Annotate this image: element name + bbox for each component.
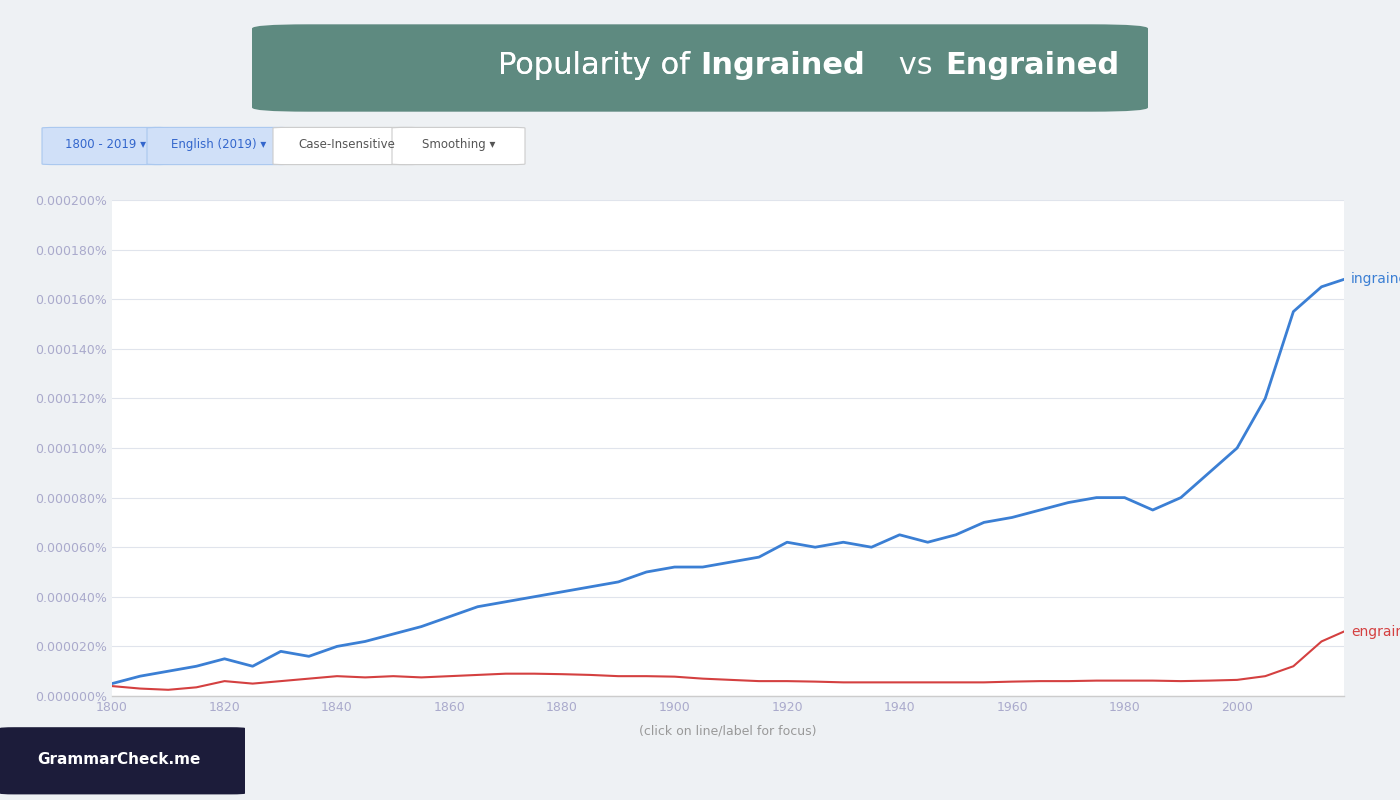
Text: Ingrained: Ingrained	[700, 51, 865, 81]
FancyBboxPatch shape	[147, 127, 290, 165]
FancyBboxPatch shape	[0, 727, 245, 794]
FancyBboxPatch shape	[252, 24, 1148, 112]
Text: English (2019) ▾: English (2019) ▾	[171, 138, 266, 151]
Text: GrammarCheck.me: GrammarCheck.me	[38, 753, 200, 767]
Text: Popularity of: Popularity of	[498, 51, 700, 81]
Text: Engrained: Engrained	[945, 51, 1119, 81]
Text: vs: vs	[889, 51, 942, 81]
Text: Smoothing ▾: Smoothing ▾	[421, 138, 496, 151]
Text: engrained: engrained	[1351, 625, 1400, 638]
X-axis label: (click on line/label for focus): (click on line/label for focus)	[640, 725, 816, 738]
Text: 1800 - 2019 ▾: 1800 - 2019 ▾	[64, 138, 146, 151]
FancyBboxPatch shape	[273, 127, 420, 165]
FancyBboxPatch shape	[42, 127, 168, 165]
Text: Case-Insensitive: Case-Insensitive	[298, 138, 395, 151]
Text: ingrained: ingrained	[1351, 272, 1400, 286]
Text: Popularity of: Popularity of	[498, 51, 700, 81]
FancyBboxPatch shape	[392, 127, 525, 165]
